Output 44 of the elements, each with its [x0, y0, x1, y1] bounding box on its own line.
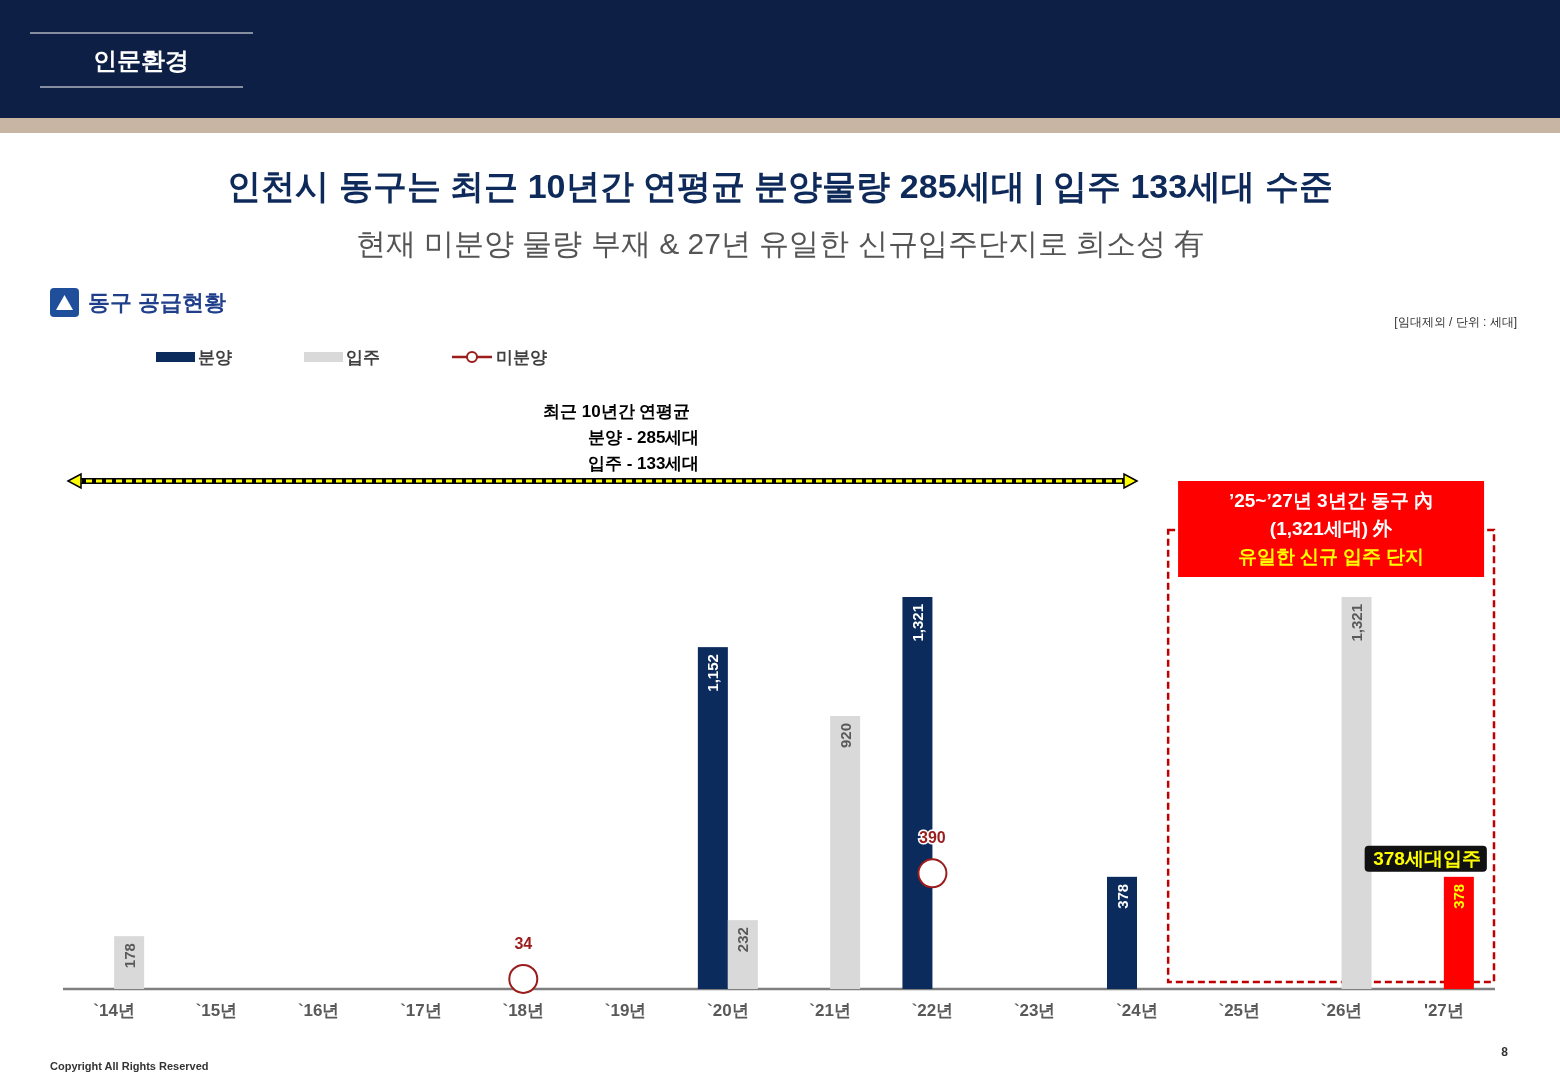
data-label: 920	[836, 722, 854, 749]
x-tick-label: `19년	[604, 1001, 647, 1020]
bar	[1107, 876, 1137, 989]
x-tick-label: `17년	[400, 1001, 442, 1020]
bar	[114, 936, 145, 989]
data-label: 1,152	[704, 654, 722, 692]
legend-label: 입주	[346, 347, 380, 367]
x-tick-label: '27년	[1423, 1001, 1464, 1020]
bar	[1341, 597, 1372, 989]
text: 동구 공급현황	[88, 290, 227, 315]
legend-label: 미분양	[496, 347, 547, 367]
x-tick-label: `25년	[1218, 1001, 1261, 1020]
text: 인문환경	[93, 47, 189, 74]
bar	[697, 647, 728, 989]
data-label: 1,321	[1348, 604, 1366, 642]
chart-subtitle: 현재 미분양 물량 부재 & 27년 유일한 신규입주단지로 희소성 有	[355, 227, 1205, 260]
data-label: 34	[514, 934, 533, 952]
data-label: 178	[120, 943, 138, 969]
data-label: 390	[919, 829, 946, 847]
bar	[1443, 876, 1474, 989]
bar	[830, 716, 861, 989]
x-tick-label: `26년	[1320, 1001, 1363, 1020]
x-tick-label: `16년	[297, 1001, 340, 1020]
x-tick-label: `24년	[1116, 1001, 1158, 1020]
annotation: 378세대입주	[1373, 847, 1481, 869]
x-tick-label: `20년	[707, 1001, 749, 1020]
data-label: 1,321	[908, 604, 926, 642]
text: [임대제외 / 단위 : 세대]	[1394, 315, 1517, 329]
x-tick-label: `18년	[502, 1001, 545, 1020]
text: 8	[1501, 1045, 1509, 1059]
x-tick-label: `14년	[93, 1001, 135, 1020]
text: 최근 10년간 연평균 분양 - 285세대 입주 - 133세대	[543, 402, 700, 473]
data-label: 232	[734, 927, 752, 953]
text: Copyright All Rights Reserved	[50, 1060, 209, 1072]
x-tick-label: `23년	[1013, 1001, 1056, 1020]
bar	[727, 920, 758, 989]
x-tick-label: `21년	[809, 1001, 851, 1020]
data-label: 378	[1450, 883, 1468, 909]
data-label: 378	[1113, 883, 1131, 909]
x-tick-label: `15년	[195, 1001, 238, 1020]
x-tick-label: `22년	[911, 1001, 954, 1020]
text: ’25~’27년 3년간 동구 內 (1,321세대) 外 유일한 신규 입주 단지	[1228, 490, 1434, 567]
legend-label: 분양	[198, 347, 232, 367]
chart-title: 인천시 동구는 최근 10년간 연평균 분양물량 285세대 | 입주 133세대 수준	[227, 167, 1333, 205]
